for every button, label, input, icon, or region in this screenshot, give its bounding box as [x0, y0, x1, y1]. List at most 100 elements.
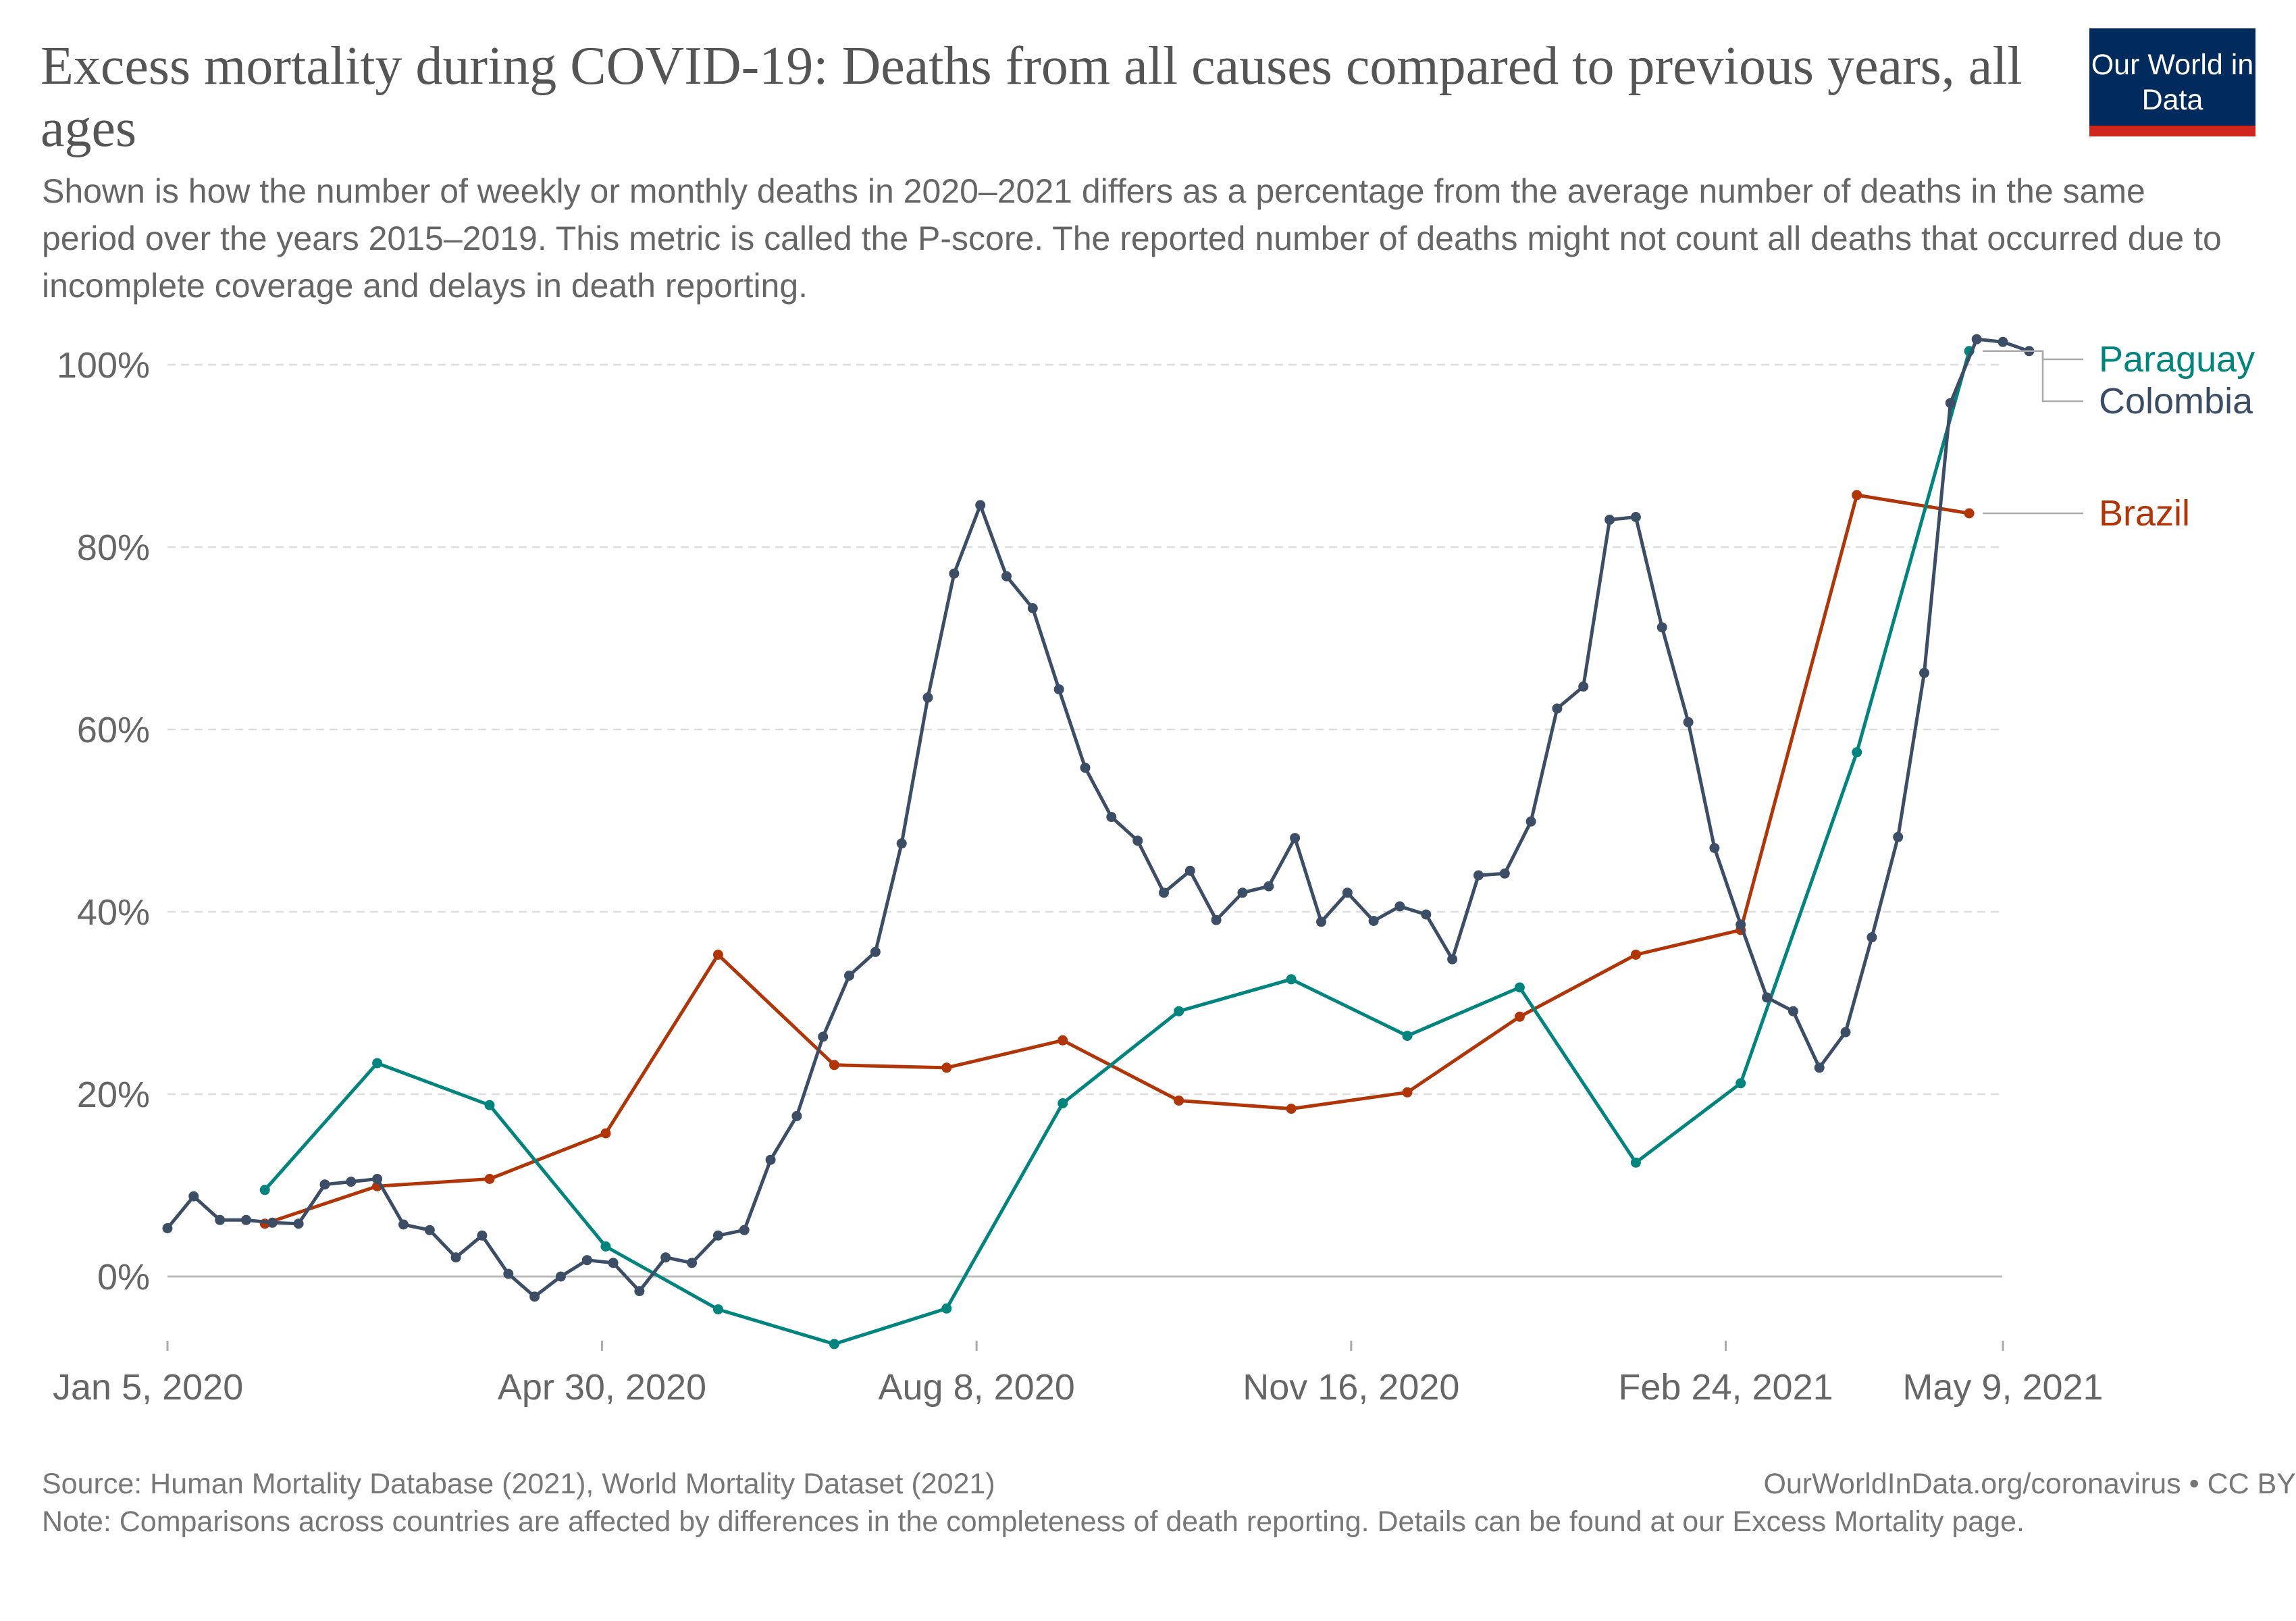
data-point-brazil — [1852, 490, 1862, 500]
y-tick-label: 40% — [77, 892, 150, 933]
data-point-colombia — [844, 971, 854, 981]
data-point-brazil — [1058, 1035, 1068, 1046]
data-point-paraguay — [1630, 1157, 1641, 1168]
data-point-colombia — [1342, 887, 1353, 898]
x-tick-label: Feb 24, 2021 — [1618, 1367, 1833, 1408]
excess-mortality-chart: 0% 20% 40% 60% 80% 100% Jan 5, 2020 Apr 30, 20… — [53, 334, 2255, 1408]
data-point-colombia — [1237, 887, 1248, 898]
data-point-colombia — [1814, 1062, 1825, 1073]
x-tick-label: Jan 5, 2020 — [53, 1367, 243, 1408]
data-point-colombia — [503, 1268, 514, 1279]
data-point-colombia — [555, 1271, 566, 1282]
data-point-colombia — [188, 1191, 199, 1202]
data-point-paraguay — [259, 1185, 270, 1195]
data-point-paraguay — [1514, 982, 1525, 993]
data-point-colombia — [712, 1230, 723, 1241]
data-point-colombia — [660, 1252, 671, 1263]
label-connector — [1983, 350, 2083, 361]
data-point-paraguay — [941, 1303, 952, 1314]
data-point-colombia — [1630, 512, 1641, 522]
data-point-colombia — [1027, 603, 1038, 613]
data-point-colombia — [1552, 703, 1563, 714]
data-point-paraguay — [372, 1058, 383, 1069]
data-point-paraguay — [1174, 1006, 1184, 1017]
data-point-colombia — [581, 1255, 592, 1266]
data-point-colombia — [608, 1258, 619, 1268]
data-point-colombia — [1132, 835, 1143, 846]
chart-subtitle: Shown is how the number of weekly or mon… — [42, 172, 2222, 305]
data-point-colombia — [319, 1179, 330, 1190]
data-point-brazil — [1964, 508, 1975, 519]
data-point-colombia — [1473, 870, 1484, 881]
grid-lines: 0% 20% 40% 60% 80% 100% — [57, 345, 2002, 1297]
data-point-colombia — [1867, 932, 1877, 943]
data-point-colombia — [1184, 865, 1195, 876]
data-point-colombia — [1499, 868, 1510, 879]
data-point-colombia — [477, 1230, 488, 1241]
logo-accent-bar — [2089, 126, 2255, 136]
data-point-colombia — [398, 1219, 409, 1230]
series-label-text: Brazil — [2099, 493, 2190, 534]
data-point-colombia — [1290, 833, 1301, 844]
data-point-colombia — [1211, 915, 1222, 925]
data-point-brazil — [1286, 1104, 1297, 1114]
y-tick-label: 0% — [97, 1257, 150, 1297]
data-point-colombia — [1893, 831, 1904, 842]
data-point-colombia — [1656, 622, 1667, 633]
data-point-colombia — [949, 568, 960, 579]
data-point-paraguay — [712, 1304, 723, 1315]
x-tick-label: Aug 8, 2020 — [879, 1367, 1075, 1408]
x-tick-label: Nov 16, 2020 — [1243, 1367, 1459, 1408]
data-point-paraguay — [1058, 1098, 1068, 1108]
data-point-colombia — [1263, 881, 1274, 892]
data-point-colombia — [293, 1218, 304, 1229]
x-axis: Jan 5, 2020 Apr 30, 2020 Aug 8, 2020 Nov 16… — [53, 1341, 2104, 1408]
data-point-colombia — [1001, 571, 1012, 582]
data-point-colombia — [687, 1258, 698, 1268]
data-point-paraguay — [1852, 747, 1862, 758]
series-label-brazil: Brazil — [1983, 493, 2190, 534]
data-point-paraguay — [484, 1100, 495, 1110]
series-label-text: Colombia — [2099, 381, 2253, 421]
data-point-colombia — [424, 1225, 435, 1235]
data-point-colombia — [372, 1174, 383, 1184]
data-point-colombia — [1762, 992, 1772, 1003]
series-line-colombia — [166, 337, 2030, 1299]
data-point-colombia — [975, 500, 986, 511]
source-text: Source: Human Mortality Database (2021),… — [42, 1468, 995, 1500]
data-point-colombia — [1421, 909, 1432, 920]
x-tick-label: Apr 30, 2020 — [498, 1367, 706, 1408]
data-point-colombia — [896, 838, 907, 849]
data-point-colombia — [1159, 887, 1169, 898]
data-point-colombia — [450, 1252, 461, 1263]
data-point-colombia — [1368, 916, 1379, 926]
chart-title: Excess mortality during COVID-19: Deaths… — [41, 36, 2023, 158]
series-label-paraguay: Paraguay — [1983, 339, 2255, 380]
data-point-colombia — [634, 1286, 645, 1297]
series-paraguay — [259, 346, 1975, 1349]
data-point-colombia — [1316, 917, 1326, 927]
y-tick-label: 20% — [77, 1075, 150, 1115]
license-link[interactable]: OurWorldInData.org/coronavirus • CC BY — [1763, 1468, 2296, 1500]
data-point-brazil — [600, 1128, 611, 1139]
data-point-colombia — [215, 1214, 226, 1225]
data-point-brazil — [829, 1060, 839, 1071]
data-point-paraguay — [829, 1339, 839, 1349]
data-point-colombia — [765, 1154, 776, 1165]
data-point-paraguay — [600, 1241, 611, 1252]
series-colombia — [162, 334, 2035, 1302]
data-point-colombia — [1080, 763, 1091, 773]
data-point-brazil — [712, 950, 723, 960]
data-point-colombia — [1709, 843, 1720, 853]
data-point-colombia — [346, 1177, 357, 1187]
data-point-colombia — [791, 1110, 802, 1121]
data-point-brazil — [1514, 1011, 1525, 1022]
y-tick-label: 60% — [77, 710, 150, 750]
data-point-colombia — [1945, 398, 1956, 409]
data-point-colombia — [1525, 816, 1536, 827]
owid-logo[interactable]: Our World in Data — [2089, 28, 2255, 136]
data-point-colombia — [1998, 336, 2008, 347]
series-label-text: Paraguay — [2099, 339, 2255, 380]
series-line-paraguay — [263, 351, 1971, 1346]
